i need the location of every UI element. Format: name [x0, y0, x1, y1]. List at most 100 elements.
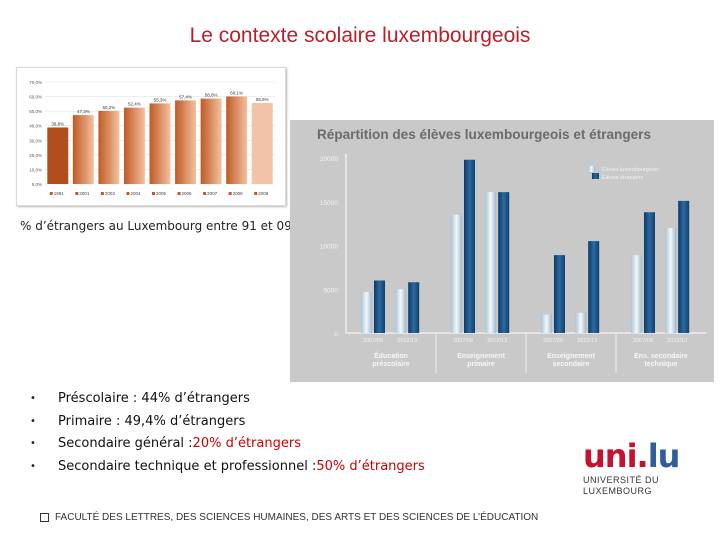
bar [251, 102, 273, 184]
legend-swatch [126, 192, 130, 195]
y-tick-label: 10000 [320, 244, 338, 251]
group-label: Ens. secondaire [634, 353, 688, 360]
pupils-distribution-chart: Répartition des élèves luxembourgeois et… [290, 120, 714, 382]
statistics-list: • Préscolaire : 44% d’étrangers • Primaire… [30, 388, 425, 478]
bullet-marker: • [30, 460, 36, 472]
bar-value-label: 55,6% [256, 97, 269, 102]
bar-etr [588, 241, 600, 333]
bullet-text: Secondaire général : [58, 436, 193, 451]
bar [149, 103, 171, 184]
x-tick-label: 2005 [156, 191, 167, 196]
y-tick-label: 15000 [320, 200, 338, 207]
bar-etr [554, 255, 565, 333]
bullet-text: Primaire : 49,4% d’étrangers [58, 413, 246, 429]
bar-lux [485, 192, 497, 333]
group-label: secondaire [553, 361, 590, 368]
group-label: Éducation [374, 351, 408, 360]
bar [175, 100, 197, 184]
y-tick-label: 20000 [320, 156, 338, 163]
bar-etr [374, 280, 385, 333]
y-tick-label: 50,0% [29, 109, 42, 114]
bar-lux [631, 255, 642, 333]
legend-swatch [254, 192, 258, 195]
bar-lux [665, 228, 677, 333]
y-tick-label: 5000 [324, 287, 339, 294]
x-tick-label: 2012/13 [487, 338, 507, 344]
logo-mark-lu: lu [647, 437, 681, 475]
bullet-marker: • [30, 438, 36, 449]
bullet-text: Secondaire technique et professionnel : [58, 458, 317, 474]
bar-value-label: 57,4% [179, 94, 192, 99]
bar [98, 110, 120, 184]
legend-label: Élèves étrangers [602, 174, 644, 181]
bar-value-label: 38,8% [51, 121, 64, 126]
chart-caption: % d’étrangers au Luxembourg entre 91 et … [20, 219, 292, 233]
logo-line-1: UNIVERSITÉ DU [583, 475, 660, 485]
x-tick-label: 2012/13 [577, 338, 597, 344]
x-tick-label: 2007 [207, 191, 218, 196]
bullet-marker: • [30, 415, 36, 427]
group-label: Enseignement [547, 353, 596, 360]
bar [226, 96, 248, 184]
x-tick-label: 2007/08 [363, 338, 383, 344]
x-tick-label: 2009 [258, 191, 269, 196]
list-item: • Primaire : 49,4% d’étrangers [30, 411, 425, 434]
legend-swatch [228, 192, 232, 195]
y-tick-label: 20,0% [29, 153, 42, 158]
bullet-text: Préscolaire : 44% d’étrangers [58, 391, 250, 406]
bar-lux [575, 312, 587, 333]
slide-title: Le contexte scolaire luxembourgeois [189, 24, 531, 47]
faculty-name: FACULTÉ DES LETTRES, DES SCIENCES HUMAIN… [55, 512, 539, 523]
bar-lux [395, 289, 407, 333]
y-tick-label: 30,0% [29, 138, 42, 143]
bar [200, 98, 222, 184]
y-tick-label: 70,0% [29, 80, 42, 85]
legend-swatch-etr [592, 173, 599, 179]
bar [123, 107, 145, 184]
legend-label: Élèves luxembourgeois [602, 166, 659, 173]
x-tick-label: 2012/13 [397, 338, 417, 344]
foreigners-share-chart-svg: 0,0% 10,0% 20,0% 30,0% 40,0% 50,0% 60,0% 70,0% 3… [29, 80, 275, 196]
y-tick-label: 10,0% [29, 167, 42, 172]
y-tick-label: 40,0% [29, 124, 42, 129]
bar [47, 127, 69, 184]
bar-etr [678, 200, 690, 333]
university-logo: uni.lu UNIVERSITÉ DU LUXEMBOURG [583, 440, 680, 497]
logo-line-2: LUXEMBOURG [583, 486, 653, 496]
x-tick-label: 2007/08 [453, 338, 473, 344]
x-tick-label: 2008 [233, 191, 244, 196]
bar-etr [464, 159, 475, 333]
x-tick-label: 1991 [54, 191, 65, 196]
list-item: • Secondaire général : 20% d’étrangers [30, 433, 425, 456]
bar-etr [408, 282, 420, 333]
x-tick-label: 2012/13 [667, 338, 687, 344]
bar-etr [498, 192, 510, 333]
x-tick-label: 2003 [105, 191, 116, 196]
legend-swatch [177, 192, 181, 195]
bar-lux [361, 291, 372, 333]
legend-swatch [75, 192, 79, 195]
bar [72, 115, 94, 184]
x-tick-label: 2007/08 [633, 338, 653, 344]
group-label: préscolaire [372, 361, 409, 368]
pupils-distribution-chart-svg: Répartition des élèves luxembourgeois et… [317, 127, 706, 373]
y-tick-label: 60,0% [29, 95, 42, 100]
bar-value-label: 60,1% [230, 90, 243, 95]
legend-swatch [203, 192, 207, 195]
x-tick-label: 2004 [130, 191, 141, 196]
bar-value-label: 58,6% [205, 93, 218, 98]
bar-value-label: 52,4% [128, 102, 141, 107]
list-item: • Secondaire technique et professionnel :… [30, 456, 425, 479]
legend-swatch [100, 192, 104, 195]
x-tick-label: 2007/08 [543, 338, 563, 344]
y-tick-label: 0 [334, 331, 338, 338]
bullet-highlight: 20% d’étrangers [192, 436, 301, 451]
bar-etr [644, 212, 655, 333]
bar-value-label: 55,3% [154, 97, 167, 102]
legend-swatch [152, 192, 155, 195]
list-item: • Préscolaire : 44% d’étrangers [30, 388, 425, 411]
group-label: technique [644, 361, 677, 368]
bar-value-label: 47,3% [77, 109, 90, 114]
logo-mark: uni.lu [583, 440, 680, 472]
group-label: primaire [467, 361, 495, 368]
